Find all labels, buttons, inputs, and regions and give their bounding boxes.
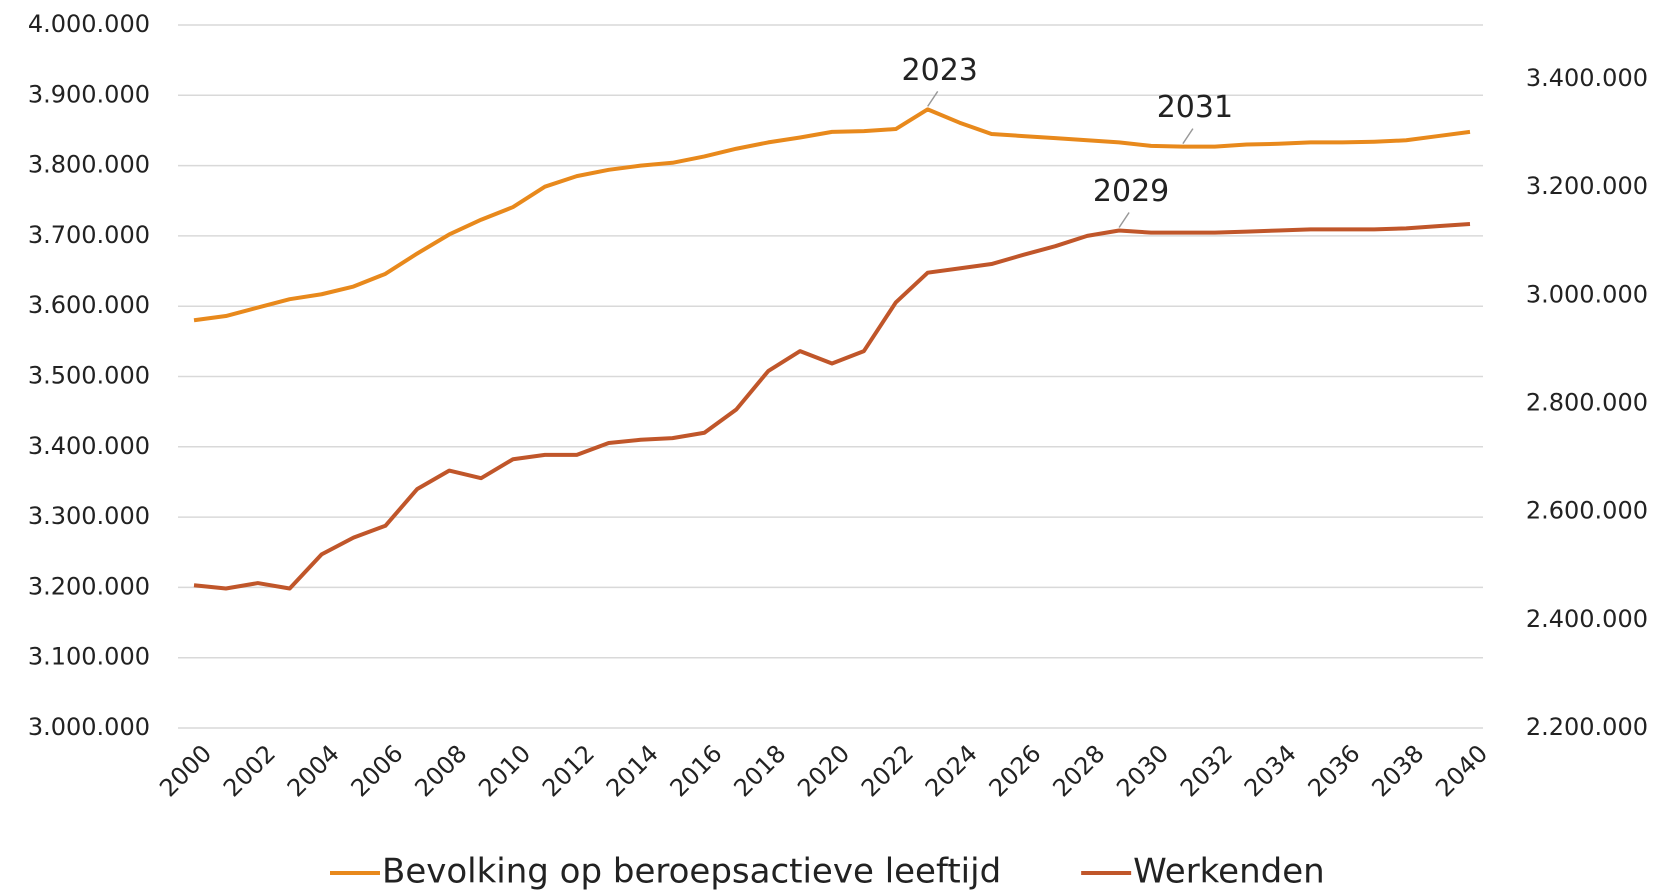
x-tick-label: 2030 (1111, 739, 1174, 802)
y2-tick-label: 2.800.000 (1526, 389, 1648, 417)
x-tick-label: 2014 (601, 739, 664, 802)
x-tick-label: 2012 (537, 739, 600, 802)
data-line (193, 222, 1471, 591)
x-tick-label: 2024 (920, 739, 983, 802)
x-tick-label: 2040 (1430, 739, 1493, 802)
y2-tick-label: 2.600.000 (1526, 497, 1648, 525)
y-tick-label: 3.500.000 (28, 362, 150, 390)
x-tick-label: 2016 (665, 739, 728, 802)
x-tick-label: 2010 (473, 739, 536, 802)
x-tick-label: 2038 (1366, 739, 1429, 802)
annotation: 2029 (1093, 174, 1169, 209)
y-tick-label: 3.800.000 (28, 151, 150, 179)
x-tick-label: 2000 (154, 739, 217, 802)
y2-tick-label: 3.400.000 (1526, 64, 1648, 92)
y-tick-label: 3.300.000 (28, 502, 150, 530)
y-tick-label: 3.400.000 (28, 432, 150, 460)
y-tick-label: 3.100.000 (28, 643, 150, 671)
x-tick-label: 2020 (792, 739, 855, 802)
x-tick-label: 2036 (1303, 739, 1366, 802)
x-tick-label: 2032 (1175, 739, 1238, 802)
x-tick-label: 2028 (1047, 739, 1110, 802)
x-tick-label: 2018 (728, 739, 791, 802)
y-tick-label: 3.000.000 (28, 713, 150, 741)
x-tick-label: 2006 (346, 739, 409, 802)
y2-tick-label: 3.000.000 (1526, 280, 1648, 308)
legend-label: Bevolking op beroepsactieve leeftijd (382, 852, 1001, 892)
y-tick-label: 4.000.000 (28, 10, 150, 38)
annotation-leader (927, 90, 939, 107)
x-tick-label: 2022 (856, 739, 919, 802)
y2-tick-label: 2.200.000 (1526, 713, 1648, 741)
y-tick-label: 3.900.000 (28, 80, 150, 108)
legend-label: Werkenden (1133, 852, 1325, 892)
y2-tick-label: 2.400.000 (1526, 605, 1648, 633)
x-tick-label: 2002 (218, 739, 281, 802)
x-tick-label: 2004 (282, 739, 345, 802)
y-tick-label: 3.600.000 (28, 291, 150, 319)
x-tick-label: 2034 (1239, 739, 1302, 802)
y-tick-label: 3.200.000 (28, 572, 150, 600)
data-line (193, 107, 1471, 323)
x-tick-label: 2008 (409, 739, 472, 802)
x-tick-label: 2026 (984, 739, 1047, 802)
annotation: 2031 (1157, 90, 1233, 125)
y2-tick-label: 3.200.000 (1526, 172, 1648, 200)
annotation-leader (1118, 212, 1130, 228)
y-tick-label: 3.700.000 (28, 221, 150, 249)
annotation-leader (1182, 128, 1194, 145)
annotation: 2023 (902, 53, 978, 88)
